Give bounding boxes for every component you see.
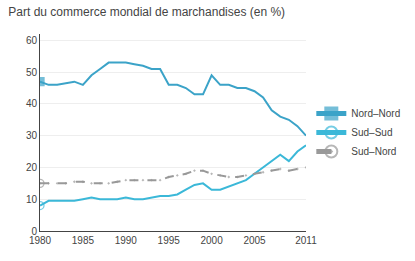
svg-text:20: 20	[26, 162, 38, 173]
svg-text:50: 50	[26, 67, 38, 78]
svg-text:2000: 2000	[200, 235, 223, 246]
svg-text:30: 30	[26, 130, 38, 141]
svg-text:Nord–Nord: Nord–Nord	[351, 108, 400, 119]
svg-text:60: 60	[26, 35, 38, 46]
svg-text:Sud–Sud: Sud–Sud	[351, 127, 392, 138]
svg-text:1980: 1980	[29, 235, 52, 246]
svg-text:2005: 2005	[243, 235, 266, 246]
svg-text:10: 10	[26, 194, 38, 205]
svg-text:40: 40	[26, 98, 38, 109]
svg-text:1985: 1985	[72, 235, 95, 246]
svg-text:0: 0	[31, 226, 37, 237]
svg-text:Part du commerce mondial de ma: Part du commerce mondial de marchandises…	[8, 5, 285, 19]
svg-text:2011: 2011	[295, 235, 317, 246]
svg-text:1990: 1990	[115, 235, 138, 246]
svg-text:1995: 1995	[158, 235, 181, 246]
svg-text:Sud–Nord: Sud–Nord	[351, 146, 396, 157]
